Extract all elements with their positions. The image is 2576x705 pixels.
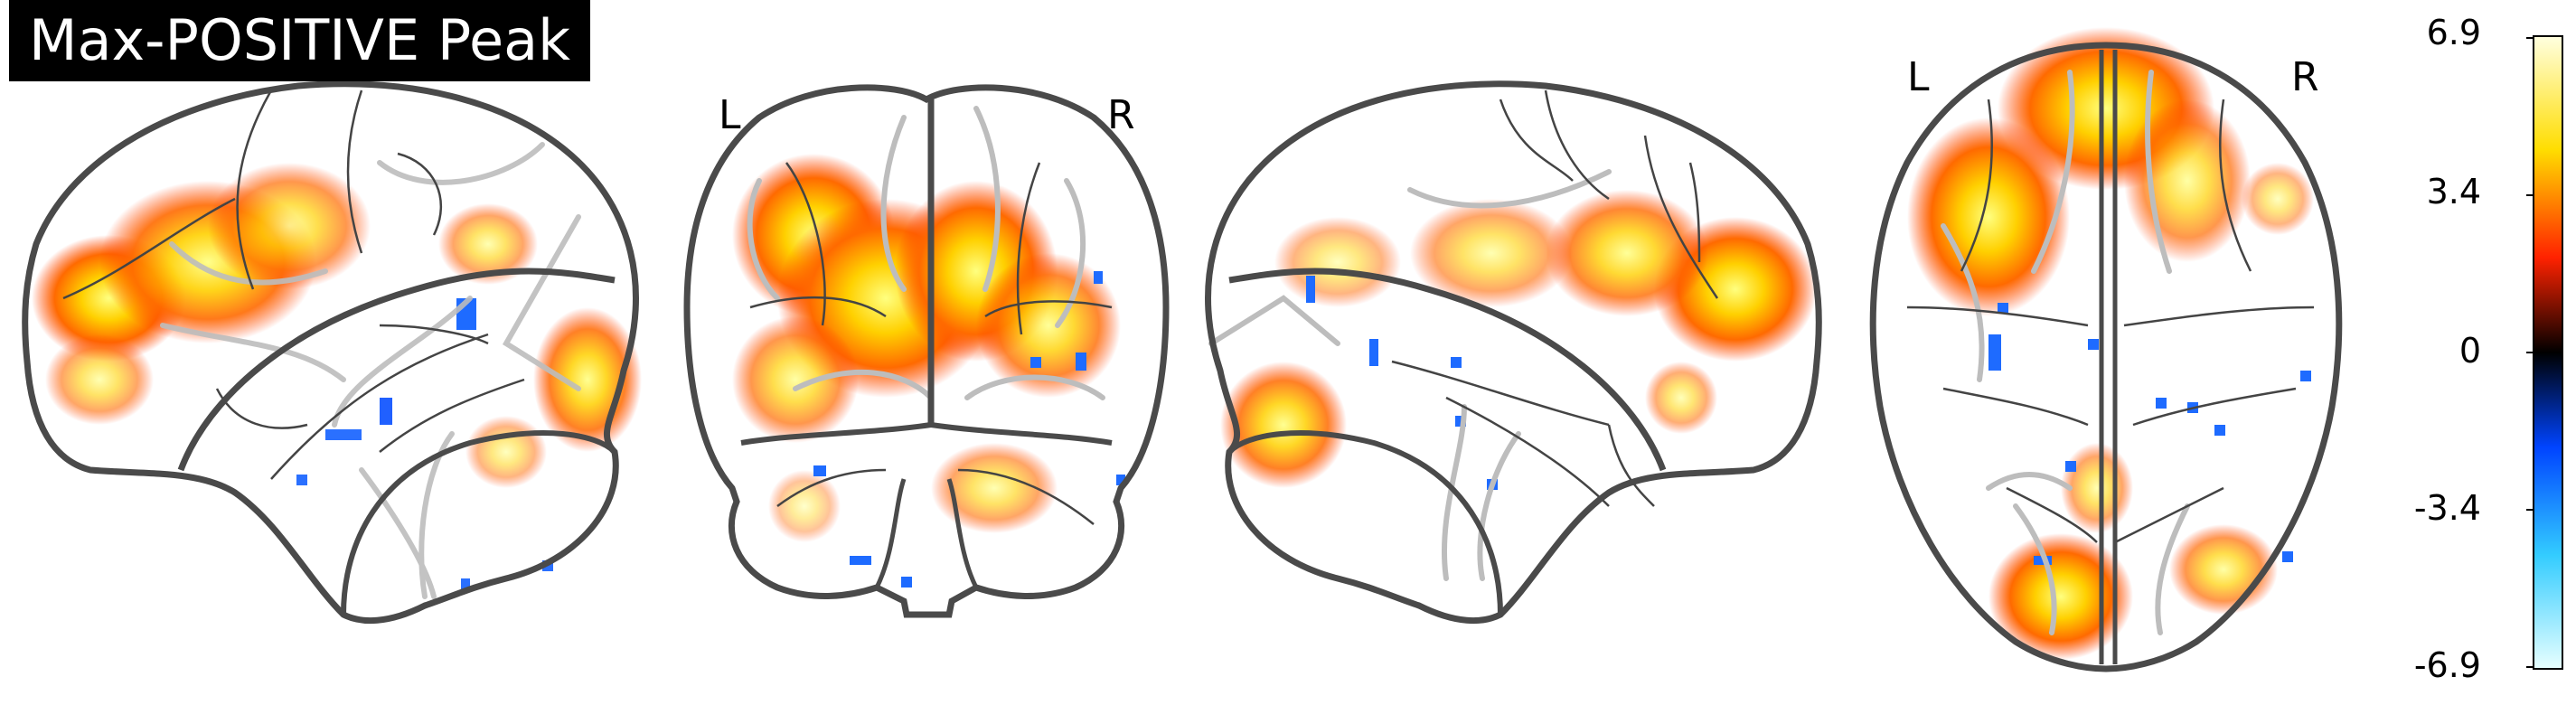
coronal-right-label: R bbox=[1107, 92, 1135, 138]
coronal-view bbox=[683, 84, 1170, 618]
axial-outline bbox=[1869, 42, 2343, 672]
coronal-outline bbox=[683, 84, 1170, 618]
colorbar-tick-upper: 3.4 bbox=[2426, 172, 2481, 212]
sagittal-left-activation bbox=[32, 163, 642, 589]
sagittal-left-outline bbox=[22, 80, 639, 625]
coronal-left-label: L bbox=[719, 92, 741, 138]
axial-view bbox=[1869, 27, 2343, 672]
sagittal-left-view bbox=[22, 80, 642, 625]
colorbar-tick-zero: 0 bbox=[2458, 331, 2481, 371]
sagittal-right-activation bbox=[1220, 190, 1817, 490]
colorbar bbox=[2526, 35, 2563, 670]
axial-left-label: L bbox=[1907, 54, 1930, 100]
colorbar-tick-max: 6.9 bbox=[2426, 13, 2481, 52]
page-title: Max-POSITIVE Peak bbox=[9, 0, 591, 81]
colorbar-tick-lower: -3.4 bbox=[2413, 488, 2481, 528]
axial-activation bbox=[1907, 27, 2314, 660]
axial-right-label: R bbox=[2291, 54, 2319, 100]
sagittal-right-view bbox=[1205, 80, 1822, 625]
colorbar-tick-min: -6.9 bbox=[2413, 645, 2481, 685]
sagittal-right-outline bbox=[1205, 80, 1822, 625]
coronal-activation bbox=[732, 154, 1125, 588]
